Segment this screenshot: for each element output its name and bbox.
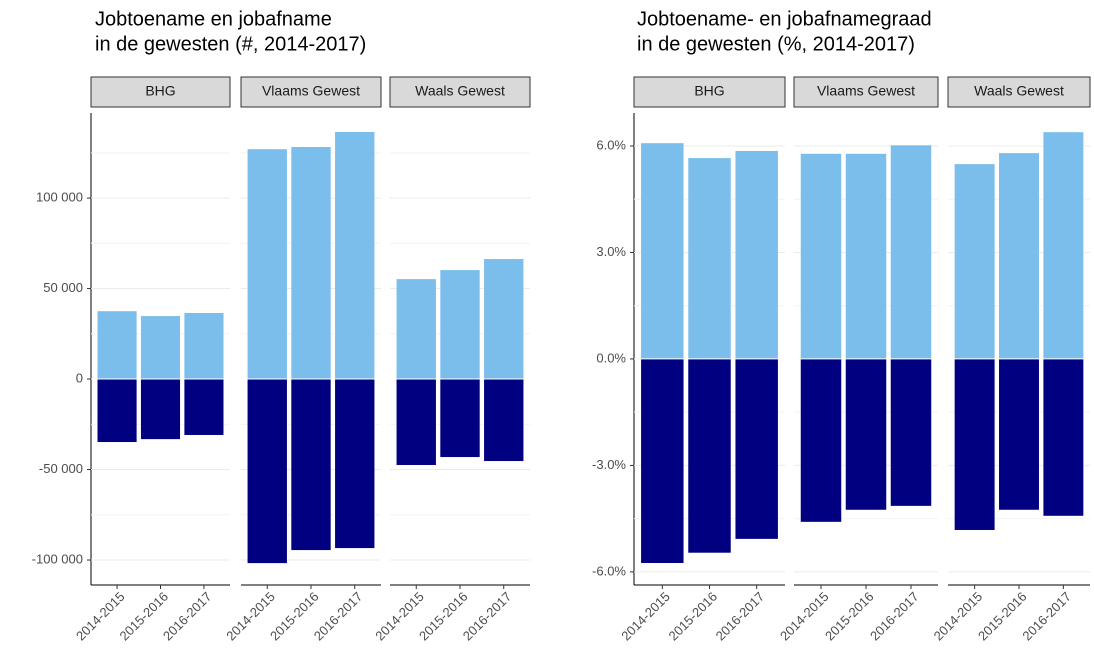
y-tick-label: -3.0% xyxy=(592,457,626,472)
bar xyxy=(140,316,181,380)
bar xyxy=(440,270,480,380)
chart-title: in de gewesten (#, 2014-2017) xyxy=(95,33,366,55)
y-tick-label: -100 000 xyxy=(32,551,83,566)
bar xyxy=(890,145,932,359)
strip-label: Vlaams Gewest xyxy=(262,83,360,99)
bar xyxy=(140,379,181,440)
y-tick-label: 50 000 xyxy=(43,280,83,295)
bar xyxy=(688,158,731,359)
strip-label: BHG xyxy=(694,83,724,99)
chart-title: in de gewesten (%, 2014-2017) xyxy=(637,33,915,55)
bar xyxy=(291,379,331,551)
bar xyxy=(999,358,1039,510)
bar xyxy=(845,358,887,510)
strip-label: Vlaams Gewest xyxy=(817,83,915,99)
strip-box xyxy=(633,76,786,108)
strip-box xyxy=(240,76,382,108)
bar xyxy=(954,164,995,359)
y-tick-label: 0.0% xyxy=(596,350,626,365)
bar xyxy=(641,358,684,563)
bar xyxy=(890,358,932,506)
bar xyxy=(688,358,731,553)
bar xyxy=(999,153,1039,359)
bar xyxy=(97,379,137,443)
x-tick-label: 2016-2017 xyxy=(867,589,922,644)
y-tick-label: 3.0% xyxy=(596,244,626,259)
strip-box xyxy=(389,76,531,108)
bar xyxy=(845,153,887,359)
y-tick-label: 0 xyxy=(76,370,83,385)
bar xyxy=(1043,132,1084,359)
bar xyxy=(247,149,287,380)
bar xyxy=(184,312,224,380)
bar xyxy=(1043,358,1084,516)
bar xyxy=(247,379,287,564)
x-tick-label: 2015-2016 xyxy=(665,589,720,644)
strip-box xyxy=(947,76,1091,108)
bar xyxy=(291,147,331,380)
chart-title: Jobtoename en jobafname xyxy=(95,8,332,30)
x-tick-label: 2016-2017 xyxy=(713,589,768,644)
bar xyxy=(800,153,842,359)
bar xyxy=(641,143,684,359)
strip-box xyxy=(793,76,939,108)
bar xyxy=(396,379,436,466)
bar xyxy=(97,311,137,380)
bar xyxy=(184,379,224,435)
bar xyxy=(440,379,480,458)
x-tick-label: 2016-2017 xyxy=(1019,589,1074,644)
bar xyxy=(396,279,436,380)
bar xyxy=(954,358,995,530)
x-tick-label: 2014-2015 xyxy=(618,589,673,644)
strip-label: Waals Gewest xyxy=(415,83,505,99)
bar xyxy=(735,150,778,359)
bar xyxy=(484,379,524,462)
y-tick-label: -6.0% xyxy=(592,563,626,578)
y-tick-label: -50 000 xyxy=(39,461,83,476)
bar xyxy=(484,259,524,380)
bar xyxy=(800,358,842,522)
chart-title: Jobtoename- en jobafnamegraad xyxy=(637,8,932,30)
bar xyxy=(335,132,375,380)
strip-box xyxy=(90,76,231,108)
bar xyxy=(335,379,375,549)
strip-label: Waals Gewest xyxy=(974,83,1064,99)
y-tick-label: 100 000 xyxy=(36,189,83,204)
y-tick-label: 6.0% xyxy=(596,137,626,152)
bar xyxy=(735,358,778,539)
strip-label: BHG xyxy=(145,83,175,99)
